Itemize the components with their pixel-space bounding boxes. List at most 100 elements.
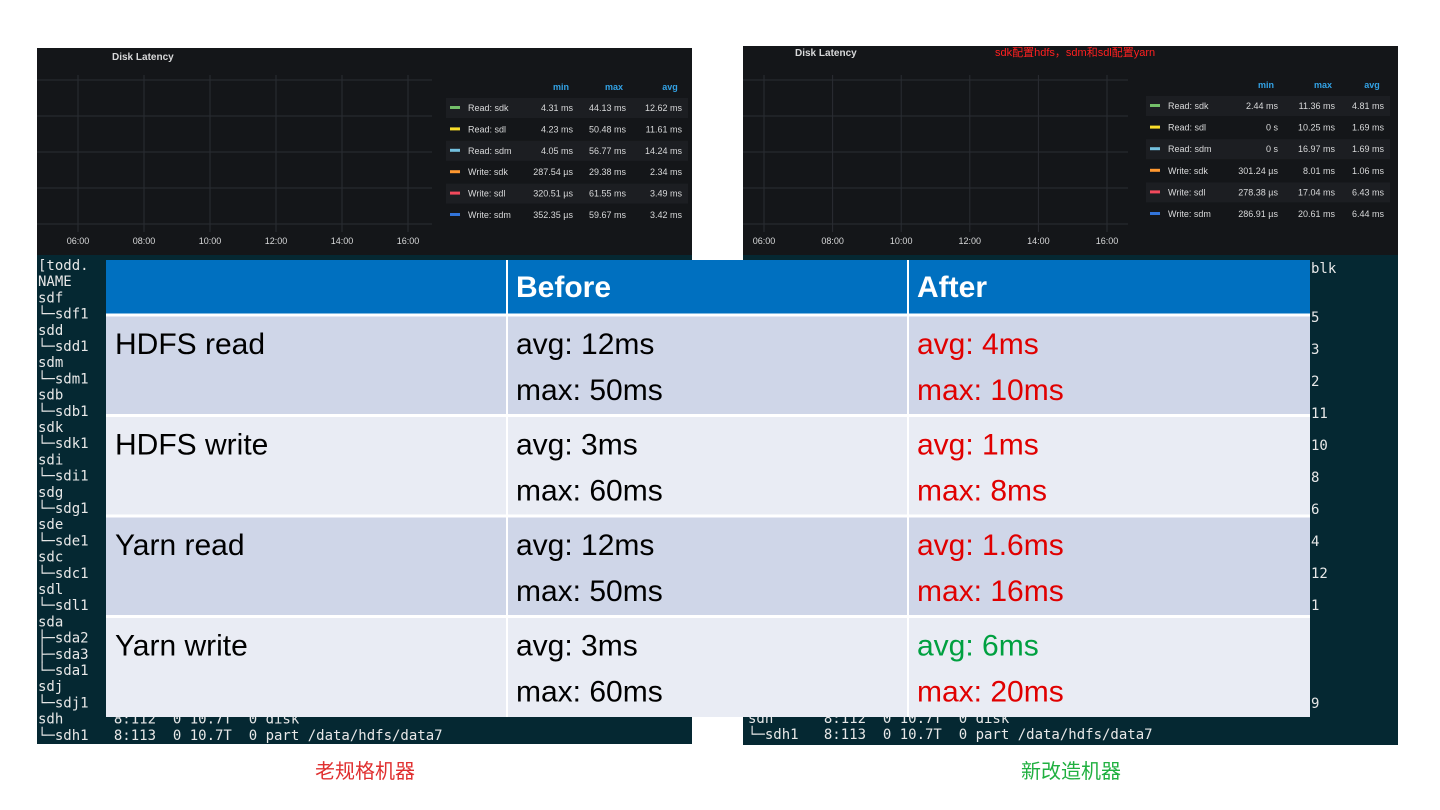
x-tick-label: 08:00: [821, 236, 844, 246]
legend-swatch: [450, 170, 460, 174]
terminal-line: └─sdh1 8:113 0 10.7T 0 part /data/hdfs/d…: [38, 727, 443, 744]
legend-min: 286.91 µs: [1238, 209, 1278, 219]
x-tick-label: 06:00: [67, 236, 90, 246]
terminal-value: 10: [1311, 438, 1328, 454]
legend-max: 10.25 ms: [1298, 123, 1336, 133]
legend-row-bg: [446, 183, 688, 204]
before-value: avg: 3ms: [516, 429, 638, 462]
legend-swatch: [450, 191, 460, 195]
terminal-value: 6: [1311, 502, 1319, 518]
before-value: max: 60ms: [516, 475, 663, 508]
terminal-header: blk: [1311, 261, 1337, 277]
terminal-value: 4: [1311, 534, 1319, 550]
legend-min: 287.54 µs: [533, 167, 573, 177]
legend-avg: 4.81 ms: [1352, 101, 1385, 111]
legend-name: Read: sdk: [1168, 101, 1209, 111]
legend-min: 2.44 ms: [1246, 101, 1279, 111]
legend-min: 320.51 µs: [533, 189, 573, 199]
terminal-value: 3: [1311, 342, 1319, 358]
x-tick-label: 10:00: [199, 236, 222, 246]
legend-name: Read: sdl: [468, 124, 506, 134]
terminal-line: sdc: [38, 550, 63, 566]
table-row-bg: [106, 616, 1310, 717]
terminal-line: └─sdh1 8:113 0 10.7T 0 part /data/hdfs/d…: [748, 726, 1153, 743]
terminal-line: └─sdc1: [38, 565, 89, 582]
legend-swatch: [1150, 125, 1160, 129]
terminal-line: └─sdb1: [38, 403, 89, 420]
terminal-value: 8: [1311, 470, 1319, 486]
caption: 新改造机器: [1021, 760, 1121, 783]
chart-title: Disk Latency: [112, 52, 174, 63]
terminal-value: 12: [1311, 566, 1328, 582]
after-value: avg: 6ms: [917, 630, 1039, 663]
legend-min: 4.31 ms: [541, 103, 574, 113]
after-value: max: 16ms: [917, 575, 1064, 608]
legend-min: 352.35 µs: [533, 210, 573, 220]
legend-swatch: [450, 213, 460, 216]
legend-avg: 3.42 ms: [650, 210, 683, 220]
legend-max: 59.67 ms: [589, 210, 627, 220]
before-value: avg: 3ms: [516, 630, 638, 663]
terminal-line: └─sde1: [38, 532, 89, 549]
terminal-line: sdl: [38, 582, 63, 598]
terminal-line: sdg: [38, 485, 63, 501]
terminal-line: sdf: [38, 290, 63, 306]
legend-swatch: [450, 148, 460, 152]
terminal-line: sdi: [38, 452, 63, 468]
legend-avg: 6.43 ms: [1352, 187, 1385, 197]
caption: 老规格机器: [315, 760, 415, 783]
legend-avg: 1.06 ms: [1352, 166, 1385, 176]
row-label: Yarn write: [115, 630, 248, 663]
before-value: max: 60ms: [516, 676, 663, 709]
legend-avg: 3.49 ms: [650, 189, 683, 199]
terminal-line: sdj: [38, 679, 63, 695]
legend-header: min: [1258, 80, 1274, 90]
x-tick-label: 16:00: [1096, 236, 1119, 246]
legend-max: 29.38 ms: [589, 167, 627, 177]
legend-header: max: [605, 82, 623, 92]
legend-avg: 1.69 ms: [1352, 144, 1385, 154]
legend-avg: 14.24 ms: [645, 146, 683, 156]
terminal-line: [todd.: [38, 258, 89, 274]
row-label: Yarn read: [115, 529, 245, 562]
terminal-line: └─sdl1: [38, 597, 89, 614]
legend-swatch: [1150, 190, 1160, 194]
after-value: avg: 1ms: [917, 429, 1039, 462]
before-value: max: 50ms: [516, 575, 663, 608]
legend-name: Write: sdm: [1168, 209, 1211, 219]
legend-min: 301.24 µs: [1238, 166, 1278, 176]
legend-min: 0 s: [1266, 123, 1279, 133]
x-tick-label: 08:00: [133, 236, 156, 246]
legend-max: 61.55 ms: [589, 189, 627, 199]
x-tick-label: 12:00: [265, 236, 288, 246]
legend-name: Read: sdl: [1168, 123, 1206, 133]
terminal-value: 2: [1311, 374, 1319, 390]
legend-avg: 11.61 ms: [646, 124, 683, 134]
terminal-line: └─sdj1: [38, 694, 89, 711]
legend-name: Write: sdm: [468, 210, 511, 220]
legend-name: Read: sdm: [468, 146, 512, 156]
after-value: max: 8ms: [917, 475, 1047, 508]
terminal-line: NAME: [38, 274, 72, 290]
x-tick-label: 14:00: [1027, 236, 1050, 246]
terminal-value: 11: [1311, 406, 1328, 422]
row-label: HDFS write: [115, 429, 268, 462]
terminal-line: sdm: [38, 355, 63, 371]
table-header-cell: Before: [516, 271, 611, 304]
legend-name: Write: sdk: [1168, 166, 1208, 176]
terminal-line: └─sda1: [38, 662, 89, 679]
terminal-line: ├─sda2: [38, 629, 89, 647]
legend-swatch: [1150, 168, 1160, 172]
legend-min: 4.05 ms: [541, 146, 574, 156]
terminal-line: sdb: [38, 388, 63, 404]
table-row-bg: [106, 315, 1310, 416]
legend-header: avg: [1364, 80, 1380, 90]
after-value: avg: 4ms: [917, 328, 1039, 361]
legend-row-bg: [1146, 139, 1390, 160]
chart-title: Disk Latency: [795, 48, 857, 59]
legend-swatch: [1150, 212, 1160, 215]
table-row-bg: [106, 516, 1310, 617]
legend-min: 278.38 µs: [1238, 187, 1278, 197]
terminal-line: sdd: [38, 323, 63, 339]
